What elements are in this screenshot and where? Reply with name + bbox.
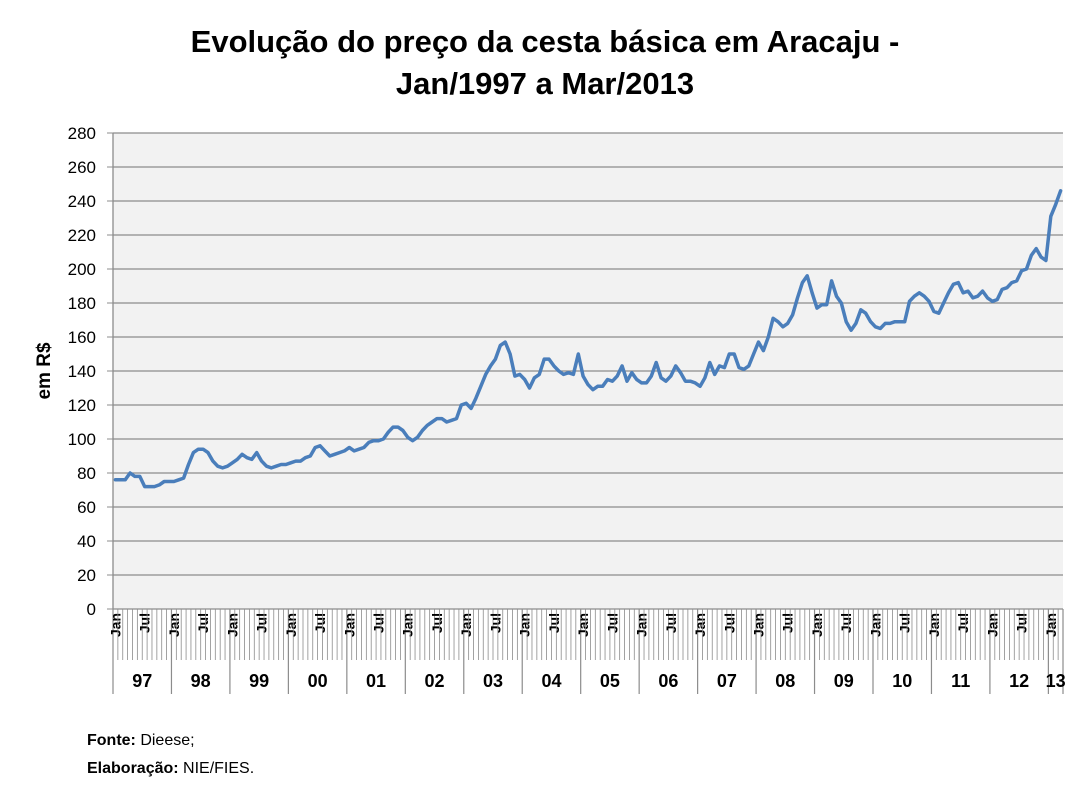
y-tick-label: 200 — [68, 260, 96, 279]
month-tick-label: Jan — [926, 613, 942, 637]
month-tick-label: Jan — [809, 613, 825, 637]
month-tick-label: Jan — [984, 613, 1000, 637]
year-label: 04 — [541, 671, 561, 691]
y-tick-label: 20 — [77, 566, 96, 585]
y-tick-label: 80 — [77, 464, 96, 483]
month-tick-label: Jul — [195, 613, 211, 633]
month-tick-label: Jan — [458, 613, 474, 637]
month-tick-label: Jan — [575, 613, 591, 637]
month-tick-label: Jul — [780, 613, 796, 633]
year-label: 07 — [717, 671, 737, 691]
credit-note: Elaboração: NIE/FIES. — [87, 760, 254, 778]
month-tick-label: Jan — [751, 613, 767, 637]
year-label: 01 — [366, 671, 386, 691]
month-tick-label: Jul — [663, 613, 679, 633]
y-tick-label: 60 — [77, 498, 96, 517]
source-label: Fonte: — [87, 732, 136, 749]
chart-title-line2: Jan/1997 a Mar/2013 — [395, 66, 695, 101]
year-label: 05 — [600, 671, 620, 691]
y-tick-label: 180 — [68, 294, 96, 313]
month-tick-label: Jul — [955, 613, 971, 633]
year-label: 03 — [483, 671, 503, 691]
year-label: 08 — [775, 671, 795, 691]
year-label: 99 — [249, 671, 269, 691]
y-axis-label: em R$ — [34, 342, 55, 399]
y-tick-label: 260 — [68, 158, 96, 177]
month-tick-label: Jul — [137, 613, 153, 633]
month-tick-label: Jul — [721, 613, 737, 633]
month-tick-label: Jan — [166, 613, 182, 637]
month-tick-label: Jul — [429, 613, 445, 633]
month-tick-label: Jan — [341, 613, 357, 637]
month-tick-label: Jul — [487, 613, 503, 633]
year-label: 11 — [951, 671, 970, 691]
year-label: 02 — [425, 671, 445, 691]
year-label: 98 — [191, 671, 211, 691]
month-tick-label: Jan — [517, 613, 533, 637]
year-label: 09 — [834, 671, 854, 691]
month-tick-label: Jan — [283, 613, 299, 637]
y-tick-label: 220 — [68, 226, 96, 245]
month-tick-label: Jan — [400, 613, 416, 637]
source-note: Fonte: Dieese; — [87, 732, 195, 750]
y-tick-label: 280 — [68, 124, 96, 143]
y-tick-label: 160 — [68, 328, 96, 347]
y-tick-label: 40 — [77, 532, 96, 551]
month-tick-label: Jan — [692, 613, 708, 637]
month-tick-label: Jul — [1014, 613, 1030, 633]
month-tick-label: Jul — [897, 613, 913, 633]
year-label: 00 — [308, 671, 328, 691]
y-tick-label: 100 — [68, 430, 96, 449]
month-tick-label: Jul — [838, 613, 854, 633]
month-tick-label: Jan — [867, 613, 883, 637]
source-value: Dieese; — [135, 732, 195, 749]
year-label: 97 — [132, 671, 152, 691]
year-label: 12 — [1009, 671, 1029, 691]
month-tick-label: Jul — [546, 613, 562, 633]
year-label: 06 — [658, 671, 678, 691]
credit-label: Elaboração: — [87, 760, 179, 777]
month-tick-label: Jul — [371, 613, 387, 633]
month-tick-label: Jan — [107, 613, 123, 637]
month-tick-label: Jul — [312, 613, 328, 633]
y-tick-label: 140 — [68, 362, 96, 381]
month-tick-label: Jan — [1043, 613, 1059, 637]
series-line-cesta-basica — [113, 189, 1063, 489]
month-tick-label: Jan — [634, 613, 650, 637]
credit-value: NIE/FIES. — [178, 760, 255, 777]
y-tick-label: 0 — [87, 600, 96, 619]
month-tick-label: Jul — [604, 613, 620, 633]
year-label: 13 — [1046, 671, 1066, 691]
month-tick-label: Jul — [254, 613, 270, 633]
month-tick-label: Jan — [224, 613, 240, 637]
y-tick-label: 240 — [68, 192, 96, 211]
y-tick-label: 120 — [68, 396, 96, 415]
year-label: 10 — [892, 671, 912, 691]
chart-title-line1: Evolução do preço da cesta básica em Ara… — [190, 24, 900, 59]
